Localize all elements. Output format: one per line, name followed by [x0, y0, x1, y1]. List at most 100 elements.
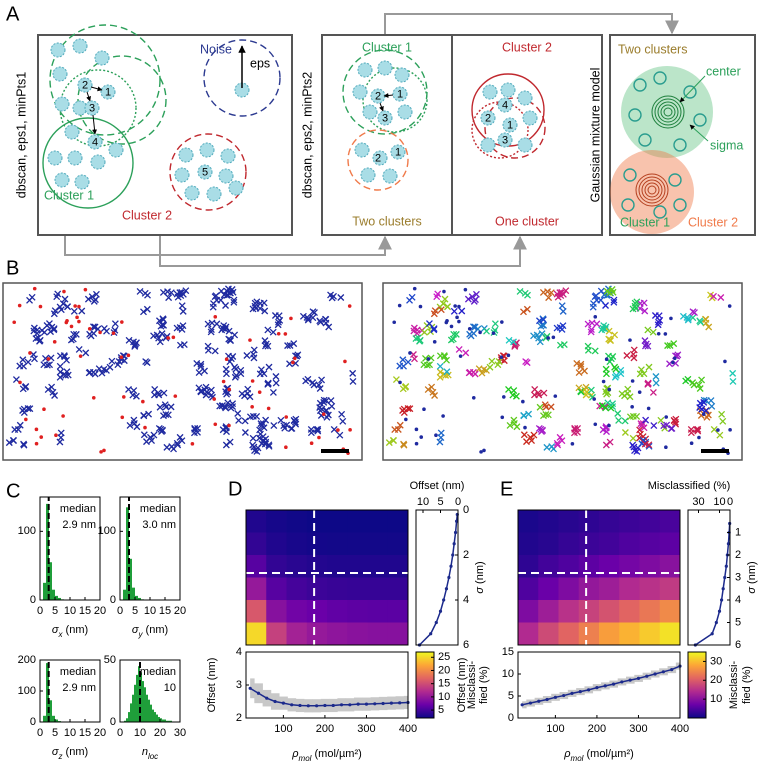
localization	[272, 379, 280, 387]
x-tick-label: 100	[546, 723, 564, 735]
point	[87, 134, 103, 150]
localization	[690, 381, 698, 389]
localization	[339, 417, 347, 425]
noise-point	[656, 331, 661, 336]
data-point	[723, 575, 727, 580]
bar	[166, 720, 168, 722]
localization	[14, 426, 22, 433]
data-point	[611, 682, 616, 686]
localization	[256, 426, 264, 434]
colorbar-tick-label: 30	[710, 655, 722, 667]
noise-point	[212, 397, 216, 401]
localization	[641, 337, 649, 345]
y-axis-label: Misclassi-	[466, 661, 478, 710]
noise-point	[32, 286, 37, 291]
point	[497, 132, 513, 148]
localization	[91, 323, 99, 331]
data-point	[528, 701, 533, 705]
heat-cell	[619, 532, 640, 556]
x-axis-label-part: (mol/µm²)	[311, 748, 361, 760]
localization	[396, 362, 404, 370]
heat-cell	[367, 622, 389, 646]
localization	[264, 379, 272, 387]
point	[394, 67, 410, 83]
noise-point	[173, 394, 178, 398]
heat-cell	[306, 600, 328, 623]
localization	[162, 411, 170, 418]
outline	[660, 104, 676, 120]
localization	[207, 326, 215, 334]
y-tick-label: 0	[508, 712, 514, 724]
cluster-label: Cluster 2	[688, 215, 738, 229]
axes-frame	[119, 659, 181, 723]
localization	[264, 326, 272, 334]
localization	[241, 429, 249, 436]
panel-label: C	[6, 480, 20, 502]
localization	[156, 403, 164, 411]
y-tick-label: 6	[735, 639, 741, 651]
localization	[22, 383, 30, 390]
noise-point	[309, 441, 314, 446]
localization	[623, 352, 631, 359]
heat-cell	[639, 555, 661, 578]
point	[50, 42, 66, 58]
localization	[607, 404, 615, 412]
localization	[86, 368, 94, 376]
noise-point	[723, 359, 727, 364]
noise-point	[491, 331, 496, 335]
localization	[140, 308, 147, 316]
noise-point	[248, 338, 252, 342]
localization	[471, 296, 479, 304]
bar	[150, 704, 152, 722]
localization	[56, 438, 64, 446]
localization	[629, 434, 637, 442]
bar	[134, 684, 136, 722]
heat-cell	[266, 555, 287, 578]
data-point	[653, 672, 657, 676]
y-tick-label: 15	[502, 646, 514, 658]
localization	[591, 347, 599, 355]
localization	[691, 309, 698, 317]
noise-point	[61, 414, 65, 418]
noise-point	[463, 287, 468, 292]
noise-point	[630, 379, 635, 383]
localization	[436, 438, 444, 446]
point	[64, 124, 80, 140]
localization	[621, 417, 629, 425]
localization	[314, 427, 322, 435]
x-axis-label: σy (nm)	[132, 624, 168, 639]
point	[480, 110, 496, 126]
heat-cell	[599, 600, 620, 623]
localization	[466, 368, 474, 376]
localization	[597, 287, 605, 295]
data-point	[398, 701, 402, 705]
noise-point	[500, 415, 505, 420]
noise-point	[646, 406, 651, 411]
localization	[437, 429, 445, 437]
noise-point	[500, 320, 504, 324]
heat-cell	[639, 510, 661, 533]
noise-point	[444, 320, 449, 325]
error-band	[250, 678, 255, 699]
annotation: 3.0 nm	[142, 519, 176, 531]
localization	[629, 305, 637, 313]
heat-cell	[578, 600, 600, 623]
bar	[146, 694, 148, 722]
point	[522, 110, 538, 126]
localization	[553, 290, 561, 298]
heat-cell	[246, 600, 267, 623]
localization	[150, 431, 158, 439]
localization	[204, 320, 212, 328]
localization	[280, 422, 288, 430]
heat-cell	[387, 600, 409, 623]
localization	[406, 405, 414, 413]
x-axis-label-part: y	[137, 630, 143, 639]
localization	[716, 431, 724, 439]
localization	[543, 443, 551, 451]
localization	[506, 421, 514, 429]
noise-point	[120, 415, 125, 420]
data-point	[587, 688, 591, 692]
localization	[441, 295, 449, 303]
localization	[436, 368, 444, 376]
noise-point	[284, 445, 288, 449]
